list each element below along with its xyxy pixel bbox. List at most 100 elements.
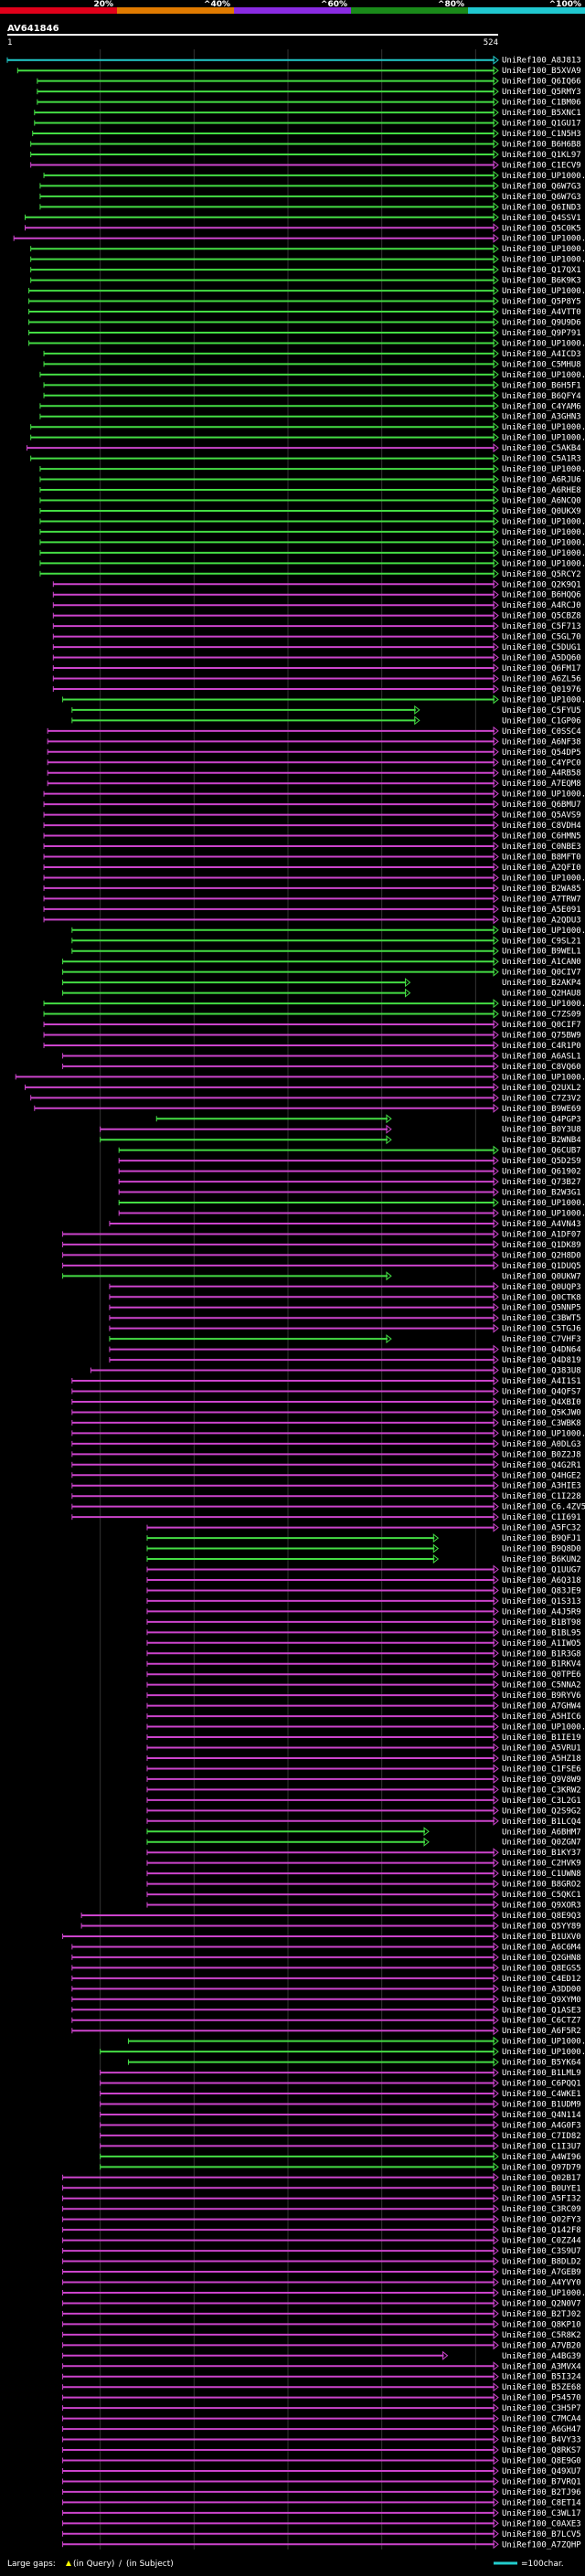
hit-label[interactable]: UniRef100_A7ZQHP [502,2540,581,2549]
hit-row[interactable]: UniRef100_A5E091 [43,904,581,915]
hit-row[interactable]: UniRef100_Q6CUB7 [118,1145,581,1156]
hit-label[interactable]: UniRef100_Q5NNP5 [502,1304,581,1313]
hit-label[interactable]: UniRef100_Q2GHN8 [502,1954,581,1963]
hit-row[interactable]: UniRef100_A6NF38 [47,737,581,747]
hit-label[interactable]: UniRef100_C4YAM6 [502,402,581,411]
hit-label[interactable]: UniRef100_Q6IND3 [502,203,581,212]
hit-row[interactable]: UniRef100_C0SSC4 [47,726,581,737]
hit-row[interactable]: UniRef100_A6C6M4 [71,1942,581,1952]
hit-label[interactable]: UniRef100_B1LML9 [502,2069,581,2078]
hit-row[interactable]: UniRef100_C5NNA2 [146,1680,581,1691]
hit-label[interactable]: UniRef100_B9Q8D0 [502,1545,581,1554]
hit-label[interactable]: UniRef100_B6H5F1 [502,381,581,390]
hit-label[interactable]: UniRef100_C5GL70 [502,633,581,642]
hit-row[interactable]: UniRef100_A4WI96 [100,2151,581,2162]
hit-label[interactable]: UniRef100_C3RC09 [502,2205,581,2214]
hit-label[interactable]: UniRef100_Q1GU17 [502,120,581,129]
hit-label[interactable]: UniRef100_Q4XBI0 [502,1398,581,1407]
hit-label[interactable]: UniRef100_Q9XYM0 [502,1996,581,2005]
hit-row[interactable]: UniRef100_Q61902 [118,1166,581,1177]
hit-row[interactable]: UniRef100_UP1000.. [39,547,585,558]
hit-row[interactable]: UniRef100_Q5RCY2 [39,568,581,579]
hit-row[interactable]: UniRef100_Q17QX1 [30,265,581,275]
hit-label[interactable]: UniRef100_A4G0F3 [502,2121,581,2130]
hit-label[interactable]: UniRef100_UP1000.. [502,559,585,568]
hit-row[interactable]: UniRef100_B1RKV4 [146,1659,581,1670]
hit-label[interactable]: UniRef100_A5FI32 [502,2195,581,2204]
hit-label[interactable]: UniRef100_B6KUN2 [502,1555,581,1564]
hit-row[interactable]: UniRef100_A4VN43 [109,1218,581,1229]
hit-row[interactable]: UniRef100_Q2UXL2 [25,1082,581,1093]
hit-row[interactable]: UniRef100_Q8KP10 [62,2319,581,2329]
hit-label[interactable]: UniRef100_B2AKP4 [502,979,581,988]
hit-row[interactable]: UniRef100_Q0CIF7 [43,1019,581,1030]
hit-row[interactable]: UniRef100_Q2H8D0 [62,1250,581,1260]
hit-row[interactable]: UniRef100_A3DD00 [71,1984,581,1994]
hit-label[interactable]: UniRef100_Q75BW9 [502,1032,581,1041]
hit-row[interactable]: UniRef100_Q83JE9 [146,1585,581,1595]
hit-label[interactable]: UniRef100_Q01976 [502,685,581,694]
hit-row[interactable]: UniRef100_C3H5P7 [62,2403,581,2413]
hit-label[interactable]: UniRef100_UP1000.. [502,695,585,705]
hit-label[interactable]: UniRef100_B8DLD2 [502,2258,581,2267]
hit-row[interactable]: UniRef100_B5YK64 [127,2057,581,2068]
hit-label[interactable]: UniRef100_A1CAN0 [502,958,581,967]
hit-label[interactable]: UniRef100_Q6CUB7 [502,1147,581,1156]
hit-label[interactable]: UniRef100_B1IE19 [502,1733,581,1743]
hit-row[interactable]: UniRef100_Q9U9D6 [28,317,581,328]
hit-label[interactable]: UniRef100_C7MCA4 [502,2415,581,2424]
hit-row[interactable]: UniRef100_Q9P791 [28,327,581,338]
hit-row[interactable]: UniRef100_B9WEL1 [71,946,581,957]
hit-row[interactable]: UniRef100_Q75BW9 [43,1030,581,1041]
hit-label[interactable]: UniRef100_C9SL21 [502,937,581,946]
hit-row[interactable]: UniRef100_C7ZS09 [43,1009,581,1020]
hit-row[interactable]: UniRef100_Q6FM17 [52,663,581,673]
hit-label[interactable]: UniRef100_C1I3U7 [502,2142,581,2151]
hit-label[interactable]: UniRef100_C6HMN5 [502,832,581,842]
hit-row[interactable]: UniRef100_B2WA85 [43,883,581,894]
hit-label[interactable]: UniRef100_B5I324 [502,2373,581,2382]
hit-row[interactable]: UniRef100_UP1000.. [118,1208,585,1219]
hit-row[interactable]: UniRef100_Q2K9Q1 [52,579,581,589]
hit-label[interactable]: UniRef100_Q5RMY3 [502,88,581,97]
hit-label[interactable]: UniRef100_B6QFY4 [502,392,581,401]
hit-label[interactable]: UniRef100_Q6W7G3 [502,182,581,191]
hit-label[interactable]: UniRef100_A5E091 [502,906,581,915]
hit-row[interactable]: UniRef100_A6ZL56 [52,673,581,684]
hit-row[interactable]: UniRef100_Q0TPE6 [146,1670,581,1680]
hit-row[interactable]: UniRef100_A6ASL1 [62,1051,581,1061]
hit-label[interactable]: UniRef100_C1GP06 [502,716,581,726]
hit-label[interactable]: UniRef100_B1LCQ4 [502,1818,581,1827]
hit-label[interactable]: UniRef100_B1UXV0 [502,1933,581,1942]
hit-row[interactable]: UniRef100_A6RJU6 [39,474,581,485]
hit-row[interactable]: UniRef100_Q4D819 [109,1355,581,1365]
hit-label[interactable]: UniRef100_B9RYV6 [502,1691,581,1701]
hit-row[interactable]: UniRef100_C7Z3V2 [30,1093,581,1103]
hit-row[interactable]: UniRef100_C3L2G1 [146,1795,581,1806]
hit-row[interactable]: UniRef100_UP1000.. [28,286,585,296]
hit-row[interactable]: UniRef100_Q1ASE3 [71,2005,581,2015]
hit-label[interactable]: UniRef100_Q17QX1 [502,266,581,275]
hit-row[interactable]: UniRef100_Q5RMY3 [37,87,581,97]
hit-row[interactable]: UniRef100_C6CTZ7 [71,2015,581,2026]
hit-row[interactable]: UniRef100_UP1000.. [39,537,585,547]
hit-row[interactable]: UniRef100_C1FSE6 [146,1764,581,1774]
hit-label[interactable]: UniRef100_Q5CBZ8 [502,612,581,621]
hit-label[interactable]: UniRef100_Q1KL97 [502,151,581,160]
hit-label[interactable]: UniRef100_Q5C0K5 [502,224,581,233]
hit-label[interactable]: UniRef100_A3HIE3 [502,1482,581,1491]
hit-row[interactable]: UniRef100_Q6BMU7 [43,800,581,810]
hit-row[interactable]: UniRef100_A5DQ60 [52,652,581,663]
hit-row[interactable]: UniRef100_B6K9K3 [30,275,581,286]
hit-label[interactable]: UniRef100_A1DF07 [502,1230,581,1239]
hit-label[interactable]: UniRef100_A6C6M4 [502,1943,581,1952]
hit-label[interactable]: UniRef100_UP1000.. [502,287,585,296]
hit-row[interactable]: UniRef100_UP1000.. [13,233,585,244]
hit-row[interactable]: UniRef100_UP1000.. [30,254,585,265]
hit-label[interactable]: UniRef100_Q83JE9 [502,1586,581,1595]
hit-row[interactable]: UniRef100_C4YAM6 [39,401,581,411]
hit-label[interactable]: UniRef100_C3BWT5 [502,1314,581,1323]
hit-label[interactable]: UniRef100_UP1000.. [502,2038,585,2047]
hit-row[interactable]: UniRef100_B4VY33 [62,2434,581,2445]
hit-row[interactable]: UniRef100_Q383U8 [90,1365,581,1376]
